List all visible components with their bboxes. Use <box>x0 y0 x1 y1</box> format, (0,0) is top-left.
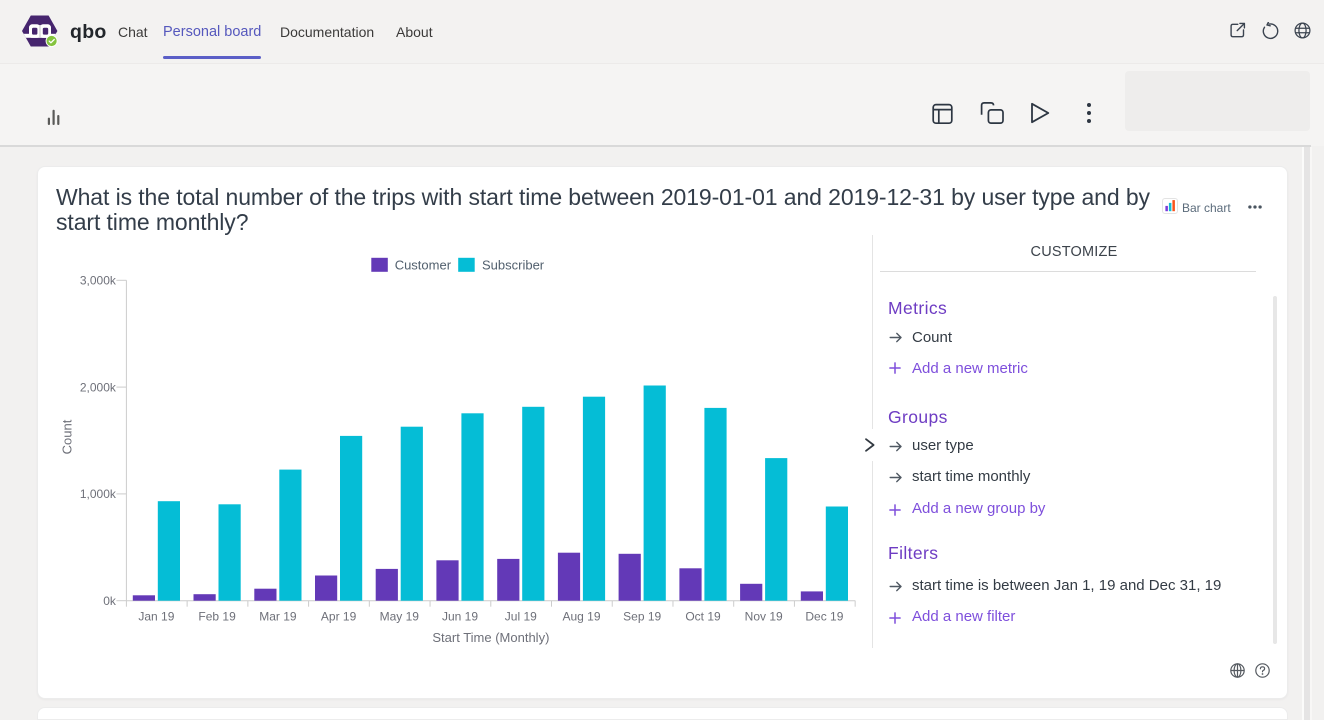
svg-text:Sep 19: Sep 19 <box>623 610 661 624</box>
svg-text:0k: 0k <box>103 594 117 608</box>
svg-text:1,000k: 1,000k <box>80 487 117 501</box>
svg-text:Nov 19: Nov 19 <box>745 610 783 624</box>
svg-text:Feb 19: Feb 19 <box>198 610 236 624</box>
svg-text:Aug 19: Aug 19 <box>562 610 600 624</box>
svg-text:Jul 19: Jul 19 <box>505 610 537 624</box>
svg-text:May 19: May 19 <box>380 610 420 624</box>
svg-text:3,000k: 3,000k <box>80 274 117 288</box>
svg-text:Customer: Customer <box>395 257 452 272</box>
svg-text:Oct 19: Oct 19 <box>685 610 721 624</box>
svg-text:Mar 19: Mar 19 <box>259 610 297 624</box>
svg-text:Dec 19: Dec 19 <box>805 610 843 624</box>
svg-text:Subscriber: Subscriber <box>482 257 545 272</box>
svg-text:Count: Count <box>60 419 75 454</box>
svg-text:Apr 19: Apr 19 <box>321 610 357 624</box>
svg-text:Start Time (Monthly): Start Time (Monthly) <box>432 630 549 645</box>
svg-text:2,000k: 2,000k <box>80 380 117 394</box>
svg-text:Jan 19: Jan 19 <box>138 610 174 624</box>
svg-text:Jun 19: Jun 19 <box>442 610 478 624</box>
